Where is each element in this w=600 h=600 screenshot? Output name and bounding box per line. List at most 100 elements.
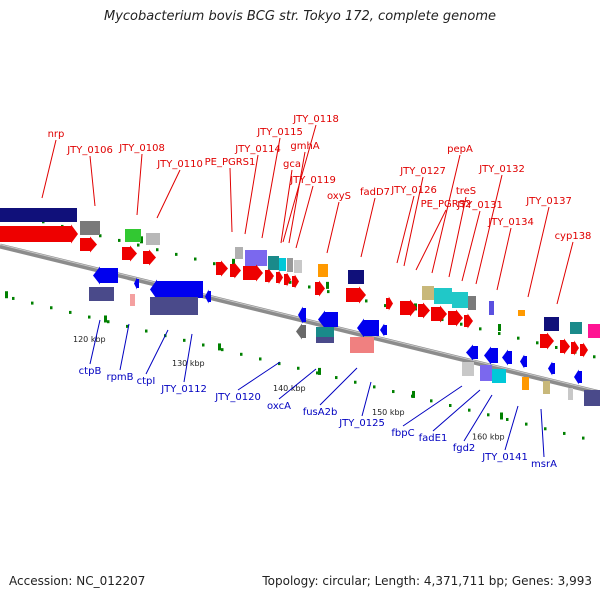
- reverse-label-leader: [278, 368, 317, 400]
- reverse-gene-label: ctpI: [137, 376, 156, 387]
- tick-mark: [240, 352, 243, 356]
- forward-gene-arrow: [400, 299, 417, 317]
- reverse-gene-arrow: [318, 310, 338, 329]
- topology-text: Topology: circular; Length: 4,371,711 bp…: [262, 574, 592, 588]
- forward-gene-label: JTY_0126: [390, 185, 437, 196]
- forward-label-leader: [41, 139, 57, 199]
- tick-mark: [525, 422, 528, 426]
- forward-label-leader: [527, 206, 550, 298]
- reverse-gene-arrow: [205, 289, 211, 304]
- gene-block-purple: [489, 301, 494, 315]
- tick-mark: [12, 296, 15, 300]
- reverse-label-leader: [183, 333, 193, 383]
- reverse-gene-label: fbpC: [391, 428, 414, 439]
- tick-mark: [593, 355, 596, 359]
- gene-block-teal: [316, 327, 334, 337]
- kbp-tick-label: 150 kbp: [372, 408, 405, 417]
- tick-mark-major: [232, 258, 235, 266]
- forward-gene-label: treS: [456, 186, 476, 197]
- gene-layer: [0, 208, 600, 406]
- reverse-gene-arrow: [298, 306, 306, 324]
- tick-mark: [69, 310, 72, 314]
- forward-gene-arrow: [216, 260, 228, 277]
- reverse-gene-arrow: [520, 354, 527, 369]
- forward-gene-label: PE_PGRS1: [205, 157, 256, 168]
- gene-block-cyan: [452, 292, 468, 308]
- reverse-gene-arrow: [466, 344, 478, 361]
- tick-mark: [582, 436, 585, 440]
- tick-mark: [194, 257, 197, 261]
- reverse-gene-label: rpmB: [106, 372, 133, 383]
- gene-block-orange: [318, 264, 328, 277]
- gene-block-khaki: [422, 286, 434, 300]
- forward-gene-label: gmhA: [290, 141, 319, 152]
- tick-mark: [308, 285, 311, 289]
- gene-block-orange: [522, 377, 529, 390]
- forward-gene-arrow: [448, 309, 463, 327]
- reverse-gene-arrow: [502, 349, 512, 366]
- tick-mark-major: [140, 236, 143, 244]
- reverse-label-leader: [361, 381, 372, 417]
- gene-block-navy: [544, 317, 559, 331]
- tick-mark: [221, 348, 224, 352]
- tick-mark: [430, 399, 433, 403]
- gene-block-lightgray: [294, 260, 302, 273]
- tick-mark: [126, 324, 129, 328]
- gene-block-teal: [570, 322, 582, 334]
- forward-gene-label: pepA: [447, 144, 473, 155]
- forward-gene-arrow: [0, 224, 78, 244]
- forward-label-leader: [448, 196, 467, 278]
- tick-mark: [118, 238, 121, 242]
- forward-gene-arrow: [346, 286, 366, 304]
- forward-gene-label: cyp138: [555, 231, 592, 242]
- tick-mark: [183, 338, 186, 342]
- kbp-tick-label: 120 kbp: [73, 335, 106, 344]
- forward-gene-arrow: [276, 270, 283, 285]
- gene-block-navy: [0, 208, 77, 222]
- gene-block-slate: [150, 297, 198, 315]
- tick-mark: [145, 329, 148, 333]
- reverse-label-leader: [119, 323, 130, 371]
- gene-block-lightgray: [146, 233, 160, 245]
- forward-gene-arrow: [560, 338, 570, 355]
- tick-mark: [50, 306, 53, 310]
- gene-block-orange: [518, 310, 525, 316]
- reverse-gene-arrow: [93, 266, 118, 285]
- gene-block-pink: [130, 294, 135, 306]
- gene-block-gray: [287, 258, 293, 272]
- gene-block-cyan: [434, 288, 452, 304]
- reverse-label-leader: [89, 319, 101, 365]
- forward-gene-arrow: [315, 280, 325, 297]
- forward-gene-arrow: [80, 236, 97, 253]
- tick-mark: [297, 366, 300, 370]
- forward-gene-arrow: [122, 245, 137, 262]
- tick-mark: [88, 315, 91, 319]
- reverse-gene-label: ctpB: [79, 366, 102, 377]
- tick-mark: [563, 431, 566, 435]
- forward-label-leader: [136, 153, 143, 216]
- gene-block-cyan: [492, 369, 506, 383]
- tick-mark: [327, 290, 330, 294]
- forward-gene-label: JTY_0127: [399, 166, 446, 177]
- tick-mark: [449, 404, 452, 408]
- forward-gene-label: gca: [283, 159, 301, 170]
- tick-mark-major: [318, 367, 321, 375]
- reverse-gene-label: fgd2: [453, 443, 476, 454]
- tick-mark: [278, 362, 281, 366]
- forward-label-leader: [326, 201, 340, 254]
- forward-gene-label: JTY_0115: [256, 127, 303, 138]
- tick-mark: [392, 390, 395, 394]
- reverse-gene-label: JTY_0120: [214, 392, 261, 403]
- tick-mark: [259, 357, 262, 361]
- forward-label-leader: [415, 209, 447, 271]
- reverse-gene-label: JTY_0141: [481, 452, 528, 463]
- tick-mark: [137, 243, 140, 247]
- reverse-gene-label: JTY_0125: [338, 418, 385, 429]
- forward-label-leader: [496, 227, 512, 291]
- gene-block-purple: [245, 250, 267, 266]
- forward-gene-label: JTY_0119: [289, 175, 336, 186]
- reverse-label-leader: [504, 405, 519, 451]
- reverse-label-leader: [402, 385, 463, 427]
- forward-label-leader: [556, 241, 574, 305]
- reverse-gene-label: oxcA: [267, 401, 291, 412]
